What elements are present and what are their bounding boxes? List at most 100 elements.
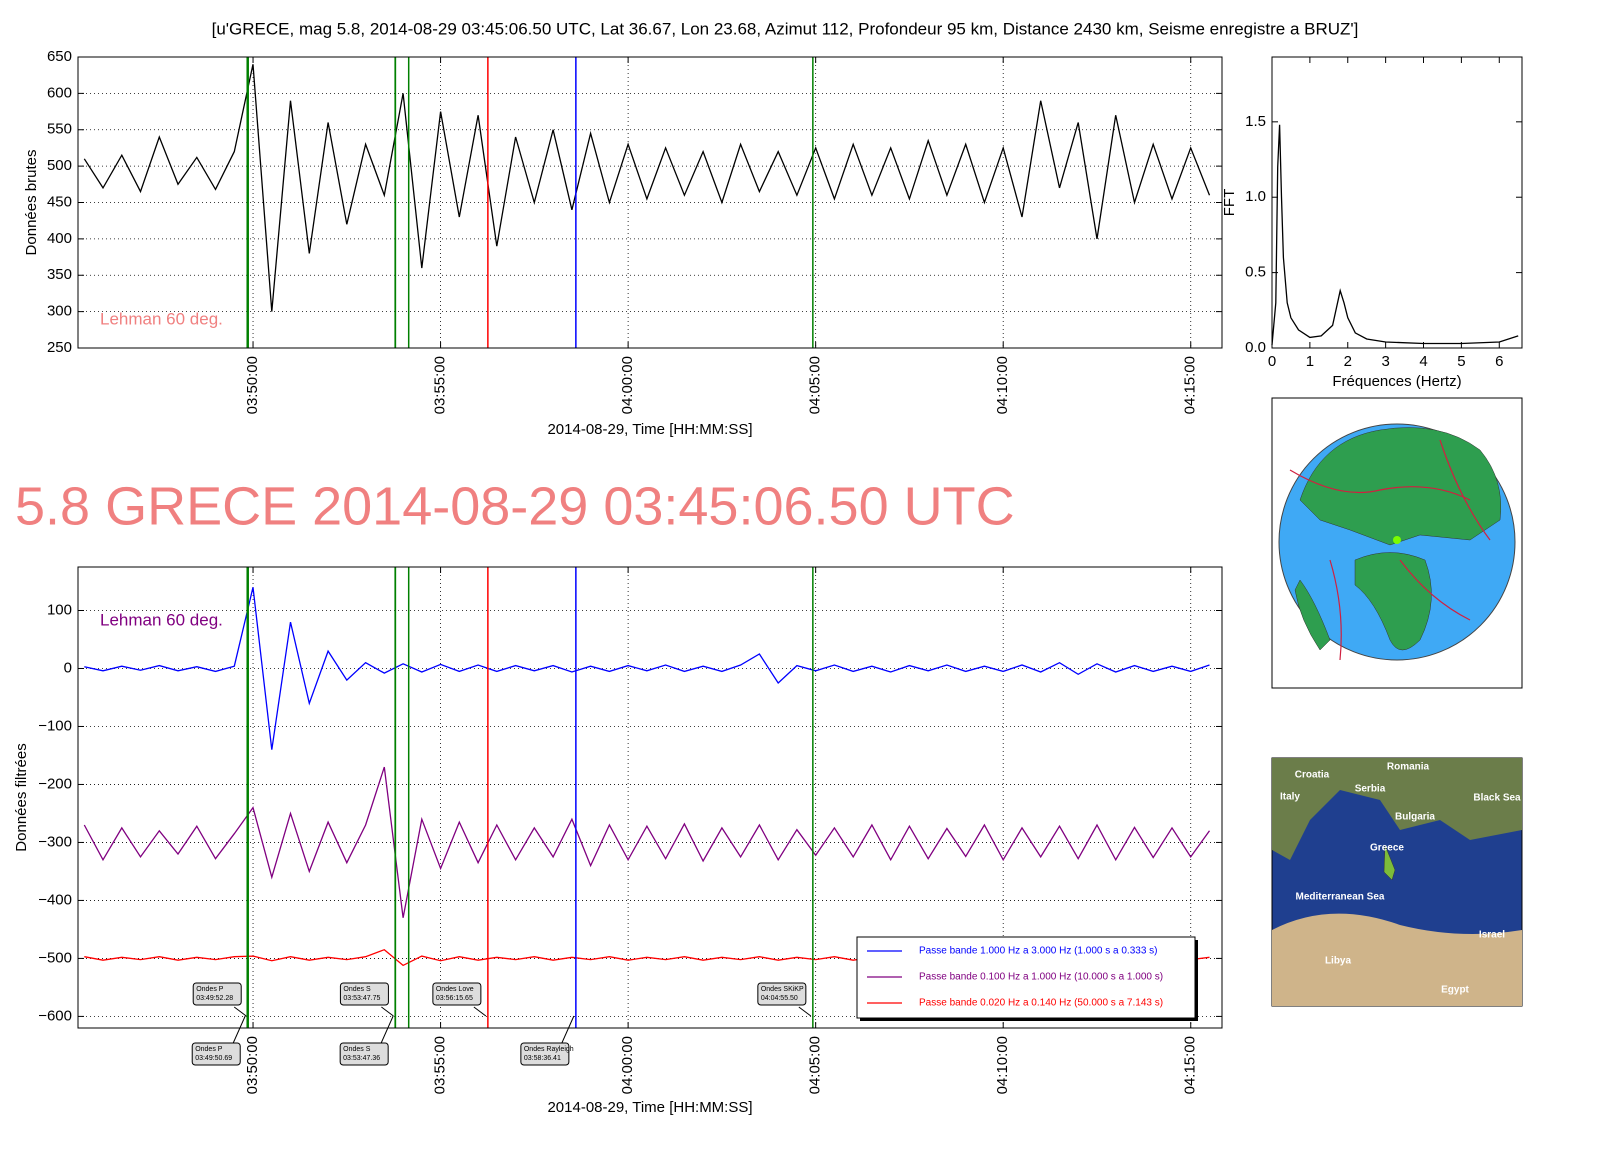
phase-time: 04:04:55.50	[761, 995, 798, 1002]
label-box	[432, 982, 482, 1006]
plot-area	[1272, 57, 1522, 348]
x-tick-label: 04:10:00	[994, 1036, 1011, 1094]
x-axis-label: 2014-08-29, Time [HH:MM:SS]	[547, 421, 752, 438]
map-land	[1272, 913, 1522, 1006]
series-line	[83, 64, 1211, 312]
arrow	[473, 1006, 487, 1017]
map-label: Israel	[1479, 930, 1505, 941]
y-axis-label: Données filtrées	[13, 743, 30, 851]
y-tick-label: 450	[47, 193, 72, 210]
y-tick-label: 650	[47, 48, 72, 65]
label-box	[191, 1042, 241, 1066]
y-tick-label: −200	[38, 775, 72, 792]
series-line	[1271, 124, 1519, 346]
x-tick-label: 04:05:00	[807, 356, 824, 414]
phase-label: Ondes P	[196, 986, 224, 993]
globe-land	[1294, 579, 1331, 651]
y-tick-label: 100	[47, 601, 72, 618]
x-tick-label: 04:00:00	[619, 356, 636, 414]
phase-label: Ondes P	[195, 1046, 223, 1053]
y-tick-label: 1.0	[1245, 188, 1266, 205]
figure-title: [u'GRECE, mag 5.8, 2014-08-29 03:45:06.5…	[212, 19, 1359, 38]
arrow	[798, 1006, 812, 1017]
map-label: Mediterranean Sea	[1296, 892, 1385, 903]
x-tick-label: 04:10:00	[994, 356, 1011, 414]
y-tick-label: 0.0	[1245, 339, 1266, 356]
legend-label: Passe bande 0.100 Hz a 1.000 Hz (10.000 …	[919, 972, 1163, 983]
map-label: Black Sea	[1473, 793, 1521, 804]
y-tick-label: 0	[64, 659, 72, 676]
y-tick-label: 1.5	[1245, 113, 1266, 130]
x-tick-label: 03:50:00	[244, 1036, 261, 1094]
y-tick-label: −100	[38, 717, 72, 734]
headline: 5.8 GRECE 2014-08-29 03:45:06.50 UTC	[15, 476, 1015, 536]
phase-time: 03:53:47.75	[343, 995, 380, 1002]
phase-label: Ondes SKiKP	[761, 986, 804, 993]
plot-frame	[1271, 56, 1523, 349]
phase-time: 03:58:36.41	[524, 1055, 561, 1062]
x-tick-label: 0	[1268, 353, 1276, 370]
x-tick-label: 5	[1457, 353, 1465, 370]
x-axis-label: 2014-08-29, Time [HH:MM:SS]	[547, 1099, 752, 1116]
y-tick-label: −500	[38, 949, 72, 966]
phase-label: Ondes Love	[436, 986, 474, 993]
x-tick-label: 03:50:00	[244, 356, 261, 414]
map-label: Greece	[1370, 843, 1404, 854]
series-line	[84, 587, 1210, 750]
x-tick-label: 04:00:00	[619, 1036, 636, 1094]
y-tick-label: 0.5	[1245, 264, 1266, 281]
phase-label: Ondes S	[343, 986, 371, 993]
x-tick-label: 04:15:00	[1182, 1036, 1199, 1094]
plate-boundary	[1289, 439, 1491, 661]
phase-time: 03:53:47.36	[343, 1055, 380, 1062]
label-box	[339, 1042, 389, 1066]
x-tick-label: 03:55:00	[432, 356, 449, 414]
y-tick-label: 500	[47, 157, 72, 174]
globe-land	[1299, 427, 1501, 546]
phase-label: Ondes S	[343, 1046, 371, 1053]
y-tick-label: 400	[47, 230, 72, 247]
label-box	[192, 982, 242, 1006]
legend-label: Passe bande 1.000 Hz a 3.000 Hz (1.000 s…	[919, 946, 1158, 957]
map-label: Bulgaria	[1395, 812, 1435, 823]
map-land	[1272, 758, 1522, 860]
x-tick-label: 4	[1419, 353, 1427, 370]
phase-time: 03:49:52.28	[196, 995, 233, 1002]
phase-time: 03:56:15.65	[436, 995, 473, 1002]
y-tick-label: 550	[47, 121, 72, 138]
y-tick-label: −300	[38, 833, 72, 850]
x-tick-label: 1	[1306, 353, 1314, 370]
x-axis-label: Fréquences (Hertz)	[1332, 373, 1461, 390]
annotation: Lehman 60 deg.	[100, 309, 223, 328]
map-label: Italy	[1280, 792, 1300, 803]
map-pin	[1383, 844, 1396, 881]
plot-frame	[77, 566, 1223, 1029]
plot-frame	[77, 56, 1223, 349]
x-tick-label: 3	[1381, 353, 1389, 370]
legend	[856, 936, 1196, 1019]
y-tick-label: −600	[38, 1007, 72, 1024]
arrow	[232, 1015, 246, 1044]
map-label: Croatia	[1295, 770, 1330, 781]
x-tick-label: 03:55:00	[432, 1036, 449, 1094]
phase-label: Ondes Rayleigh	[524, 1046, 574, 1053]
map-label: Egypt	[1441, 985, 1469, 996]
x-tick-label: 2	[1344, 353, 1352, 370]
map-label: Romania	[1387, 762, 1430, 773]
y-tick-label: 350	[47, 266, 72, 283]
y-axis-label: FFT	[1221, 189, 1238, 217]
label-box	[339, 982, 389, 1006]
map-label: Serbia	[1355, 784, 1386, 795]
arrow	[381, 1006, 394, 1017]
legend-label: Passe bande 0.020 Hz a 0.140 Hz (50.000 …	[919, 998, 1163, 1009]
phase-time: 03:49:50.69	[195, 1055, 232, 1062]
arrow	[233, 1006, 247, 1017]
label-box	[520, 1042, 570, 1066]
label-box	[757, 982, 807, 1006]
x-tick-label: 04:05:00	[807, 1036, 824, 1094]
arrow	[561, 1015, 575, 1044]
x-tick-label: 04:15:00	[1182, 356, 1199, 414]
arrow	[380, 1015, 394, 1044]
